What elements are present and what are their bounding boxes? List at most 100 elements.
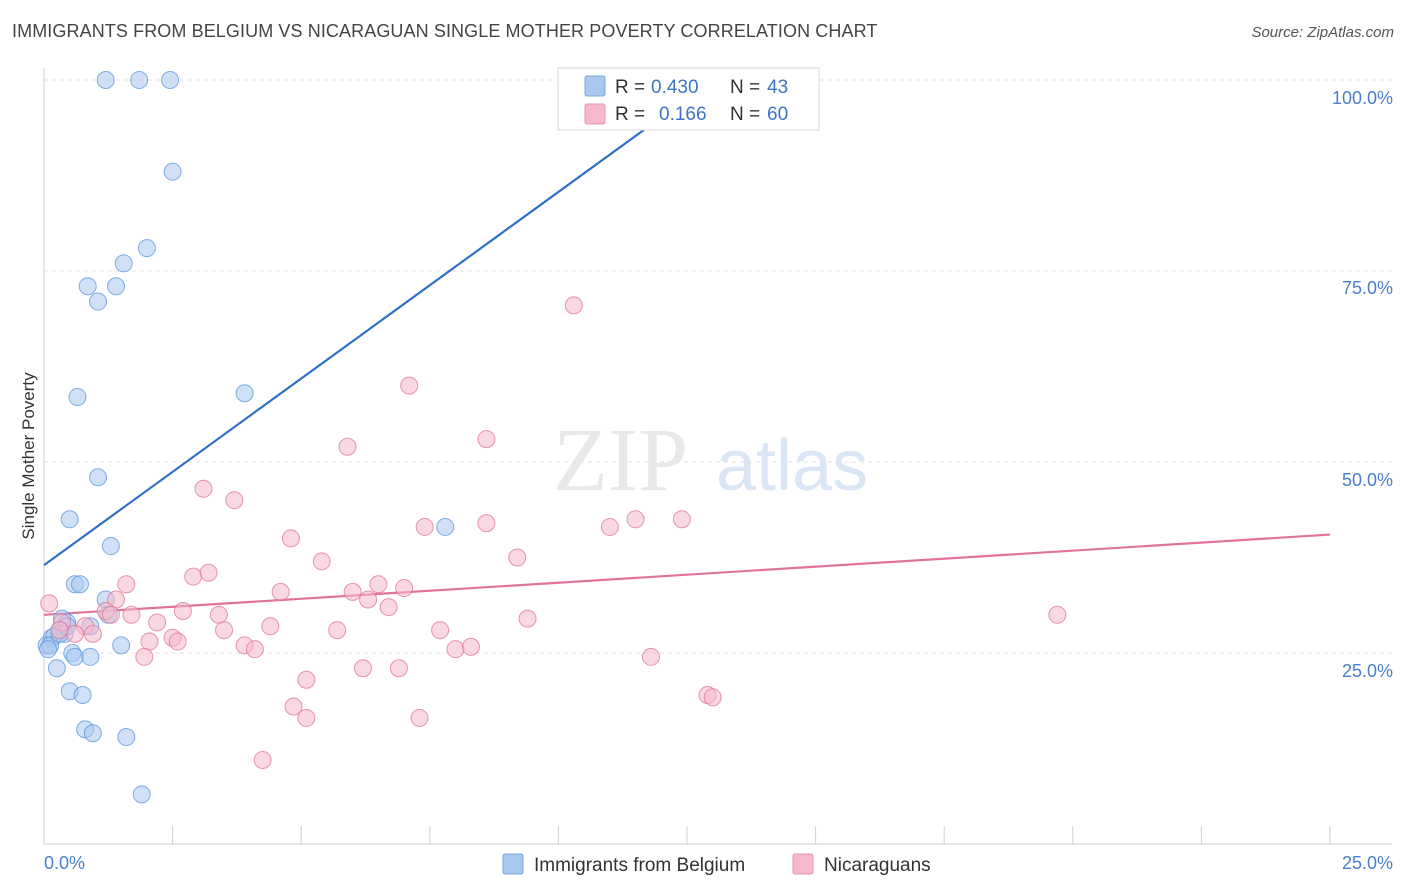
nicaraguan-point (600, 517, 619, 536)
nicaraguan-point (245, 640, 264, 659)
belgium-point (137, 239, 156, 258)
y-tick-label: 50.0% (1342, 470, 1393, 490)
nicaraguan-point (199, 563, 218, 582)
y-axis-label: Single Mother Poverty (19, 372, 38, 540)
x-tick-labels: 0.0% 25.0% (44, 853, 1393, 873)
nicaraguan-point (184, 567, 203, 586)
nicaraguan-point (400, 376, 419, 395)
legend-swatch-nicaraguans (584, 103, 606, 125)
nicaraguan-point (173, 601, 192, 620)
trendlines (43, 79, 1331, 616)
legend-n-label: N = (730, 77, 760, 98)
nicaraguan-point (1048, 605, 1067, 624)
legend-swatch-belgium (584, 75, 606, 97)
nicaraguan-point (641, 647, 660, 666)
nicaraguan-point (312, 552, 331, 571)
nicaraguan-point (431, 621, 450, 640)
belgium-point (73, 686, 92, 705)
nicaraguan-point (140, 632, 159, 651)
belgium-point (132, 785, 151, 804)
nicaraguan-point (477, 514, 496, 533)
nicaraguan-point (353, 659, 372, 678)
legend-r-label: R = (615, 104, 645, 125)
legend-stats: R = 0.430 N = 43 R = 0.166 N = 60 (557, 67, 820, 131)
watermark: ZIP atlas (553, 411, 868, 510)
nicaraguan-point (83, 624, 102, 643)
belgium-point (60, 510, 79, 529)
nicaraguan-point (209, 605, 228, 624)
legend-n-value: 60 (767, 104, 788, 125)
belgium-point (436, 517, 455, 536)
trendline-nicaraguans (43, 533, 1331, 616)
legend-r-value: 0.430 (651, 77, 699, 98)
nicaraguan-point (297, 708, 316, 727)
legend-r-value: 0.166 (659, 104, 707, 125)
belgium-point (89, 292, 108, 311)
y-tick-label: 25.0% (1342, 661, 1393, 681)
belgium-point (163, 162, 182, 181)
nicaraguan-point (379, 598, 398, 617)
belgium-point (47, 659, 66, 678)
legend-n-label: N = (730, 104, 760, 125)
nicaraguan-point (415, 517, 434, 536)
belgium-point (117, 728, 136, 747)
nicaraguan-point (194, 479, 213, 498)
belgium-point (83, 724, 102, 743)
belgium-point (65, 647, 84, 666)
nicaraguan-point (518, 609, 537, 628)
legend-swatch-belgium (502, 853, 524, 875)
nicaraguan-point (253, 750, 272, 769)
axes (43, 68, 1392, 845)
x-tick-label: 0.0% (44, 853, 85, 873)
belgium-point (78, 277, 97, 296)
legend-series: Immigrants from Belgium Nicaraguans (502, 853, 931, 876)
nicaraguan-point (101, 605, 120, 624)
belgium-point (101, 537, 120, 556)
nicaraguan-point (395, 579, 414, 598)
source-label: Source: ZipAtlas.com (1251, 24, 1394, 41)
nicaraguan-point (703, 688, 722, 707)
belgium-point (235, 384, 254, 403)
nicaraguan-point (135, 647, 154, 666)
y-tick-labels: 25.0% 50.0% 75.0% 100.0% (1332, 88, 1393, 681)
nicaraguan-point (338, 437, 357, 456)
watermark-zip: ZIP (553, 411, 688, 510)
data-points (37, 71, 1067, 804)
belgium-point (112, 636, 131, 655)
legend-label-nicaraguans: Nicaraguans (824, 855, 931, 876)
trendline-belgium (43, 79, 714, 567)
nicaraguan-point (40, 594, 59, 613)
nicaraguan-point (626, 510, 645, 529)
belgium-point (71, 575, 90, 594)
nicaraguan-point (65, 624, 84, 643)
y-tick-label: 75.0% (1342, 278, 1393, 298)
belgium-point (68, 388, 87, 407)
belgium-point (107, 277, 126, 296)
nicaraguan-point (446, 640, 465, 659)
nicaraguan-point (369, 575, 388, 594)
nicaraguan-point (50, 621, 69, 640)
nicaraguan-point (225, 491, 244, 510)
legend-label-belgium: Immigrants from Belgium (534, 855, 745, 876)
nicaraguan-point (281, 529, 300, 548)
belgium-point (39, 640, 58, 659)
nicaraguan-point (297, 670, 316, 689)
legend-n-value: 43 (767, 77, 788, 98)
watermark-atlas: atlas (716, 426, 868, 506)
nicaraguan-point (261, 617, 280, 636)
nicaraguan-point (410, 708, 429, 727)
belgium-point (96, 71, 115, 89)
nicaraguan-point (148, 613, 167, 632)
x-tick-label: 25.0% (1342, 853, 1393, 873)
belgium-point (81, 647, 100, 666)
nicaraguan-point (461, 637, 480, 656)
nicaraguan-point (117, 575, 136, 594)
legend-r-label: R = (615, 77, 645, 98)
nicaraguan-point (284, 697, 303, 716)
nicaraguan-point (564, 296, 583, 315)
nicaraguan-point (477, 430, 496, 449)
nicaraguan-point (389, 659, 408, 678)
belgium-point (161, 71, 180, 89)
nicaraguan-point (343, 582, 362, 601)
